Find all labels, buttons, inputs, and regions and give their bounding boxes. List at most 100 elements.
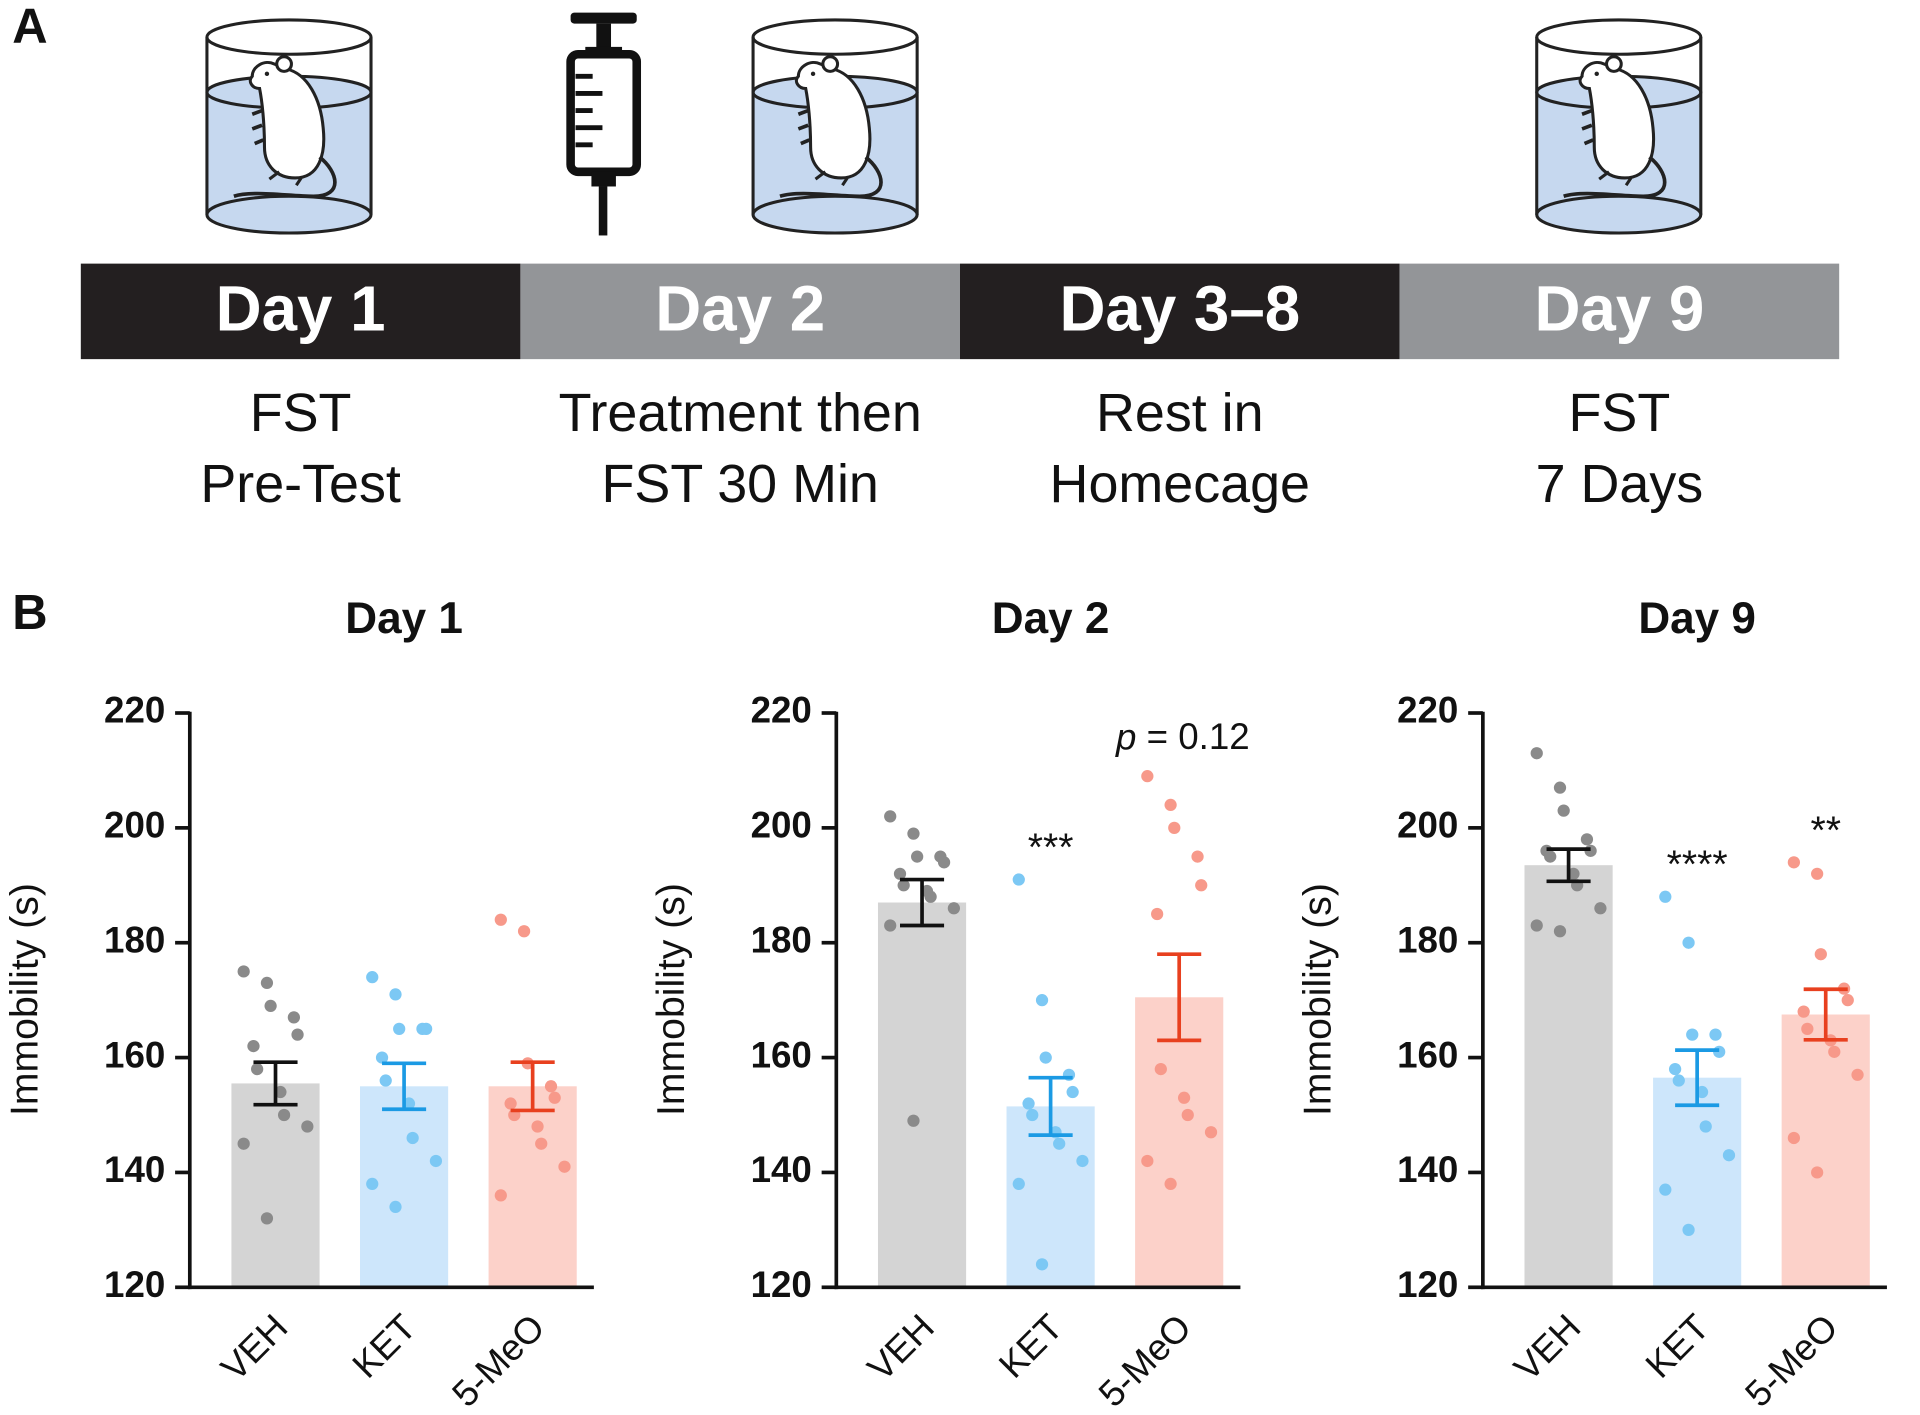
day-description: Pre-Test — [200, 454, 401, 514]
bar — [1781, 1014, 1870, 1288]
y-tick-label: 180 — [751, 919, 812, 960]
y-tick-label: 160 — [1397, 1034, 1458, 1075]
timeline-segment — [960, 263, 1400, 360]
data-point — [947, 902, 960, 915]
y-tick-label: 180 — [104, 919, 165, 960]
day-description: FST — [250, 383, 352, 443]
day-label: Day 9 — [1534, 274, 1704, 345]
bar — [1524, 865, 1613, 1288]
data-point — [1553, 781, 1567, 794]
y-tick-label: 120 — [751, 1264, 812, 1305]
x-tick-label: 5-MeO — [444, 1306, 552, 1414]
data-point — [379, 1074, 392, 1087]
timeline-segment — [520, 263, 960, 360]
bar — [231, 1083, 320, 1288]
y-tick-label: 160 — [751, 1034, 812, 1075]
data-point — [924, 890, 937, 903]
data-point — [1191, 850, 1204, 863]
data-point — [277, 1108, 291, 1122]
data-point — [264, 999, 277, 1013]
y-axis-label: Immobility (s) — [3, 883, 46, 1116]
data-point — [1787, 1131, 1800, 1145]
timeline-segment — [1399, 263, 1840, 360]
data-point — [531, 1120, 544, 1133]
data-point — [494, 913, 507, 926]
data-point — [1530, 919, 1543, 932]
error-bar — [900, 877, 945, 928]
day-label: Day 2 — [655, 274, 825, 345]
data-point — [1851, 1068, 1864, 1081]
day-description: FST 30 Min — [602, 454, 879, 514]
x-tick-label: KET — [1638, 1306, 1717, 1385]
error-bar — [382, 1061, 427, 1112]
data-point — [1722, 1149, 1736, 1162]
data-point — [1530, 747, 1543, 760]
panel-label: B — [12, 586, 47, 640]
data-point — [1672, 1074, 1685, 1087]
data-point — [1544, 850, 1557, 863]
data-point — [260, 1212, 274, 1225]
data-point — [1151, 907, 1164, 921]
data-point — [517, 925, 531, 938]
y-tick-label: 160 — [104, 1034, 165, 1075]
data-point — [911, 850, 924, 863]
data-point — [937, 856, 951, 869]
panel-label: A — [12, 0, 47, 54]
data-point — [1787, 856, 1800, 869]
data-point — [1022, 1097, 1035, 1110]
x-tick-label: VEH — [860, 1306, 942, 1388]
data-point — [907, 1114, 920, 1127]
data-point — [389, 988, 402, 1001]
data-point — [1168, 821, 1181, 834]
y-tick-label: 140 — [751, 1149, 812, 1190]
data-point — [1164, 798, 1177, 812]
data-point — [1841, 994, 1854, 1007]
day-description: 7 Days — [1536, 454, 1704, 514]
data-point — [1195, 879, 1208, 892]
data-point — [237, 965, 250, 978]
data-point — [1557, 804, 1570, 817]
error-bar — [510, 1060, 555, 1113]
error-bar — [253, 1060, 298, 1107]
data-point — [1828, 1045, 1841, 1058]
data-point — [1814, 948, 1827, 961]
y-tick-label: 140 — [104, 1149, 165, 1190]
y-axis-label: Immobility (s) — [1296, 883, 1339, 1116]
data-point — [287, 1011, 300, 1024]
data-point — [897, 879, 910, 892]
y-axis-label: Immobility (s) — [650, 883, 693, 1116]
data-point — [884, 810, 897, 823]
data-point — [1012, 873, 1025, 886]
data-point — [1580, 833, 1594, 846]
x-tick-label: VEH — [213, 1306, 295, 1388]
data-point — [301, 1120, 314, 1133]
y-tick-label: 120 — [1397, 1264, 1458, 1305]
data-point — [1053, 1137, 1066, 1150]
data-point — [1553, 925, 1567, 938]
y-tick-label: 200 — [1397, 805, 1458, 846]
timeline-segment — [80, 263, 521, 360]
error-bar — [1803, 987, 1848, 1042]
data-point — [1141, 1154, 1154, 1168]
error-bar — [1157, 952, 1202, 1043]
annotation: ** — [1810, 809, 1841, 852]
data-point — [406, 1131, 419, 1145]
y-tick-label: 140 — [1397, 1149, 1458, 1190]
error-bar — [1675, 1048, 1720, 1108]
charts: Day 1 Immobility (s) 120 140 160 180 200 220 VEH… — [3, 594, 1887, 1415]
annotation: p = 0.12 — [1115, 716, 1250, 757]
data-point — [1154, 1062, 1167, 1076]
y-tick-label: 120 — [104, 1264, 165, 1305]
beaker-icon — [205, 18, 373, 235]
beaker-icon — [751, 18, 919, 235]
x-tick-label: VEH — [1506, 1306, 1588, 1388]
day-description: FST — [1569, 383, 1671, 443]
data-point — [558, 1160, 571, 1173]
data-point — [1668, 1062, 1682, 1076]
data-point — [907, 827, 920, 840]
data-point — [1012, 1177, 1025, 1191]
data-point — [247, 1039, 260, 1053]
data-point — [884, 919, 897, 932]
day-description: Homecage — [1050, 454, 1310, 514]
data-point — [1797, 1005, 1810, 1018]
